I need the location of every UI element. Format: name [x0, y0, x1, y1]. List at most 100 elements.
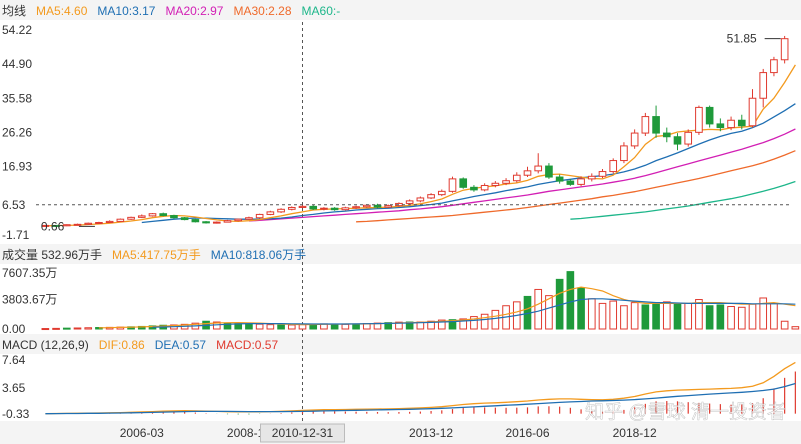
- candle[interactable]: [437, 190, 446, 196]
- candle[interactable]: [405, 200, 414, 204]
- candle[interactable]: [127, 216, 135, 220]
- volume-bar[interactable]: [437, 319, 446, 330]
- volume-bar[interactable]: [620, 305, 628, 330]
- volume-bar[interactable]: [673, 302, 682, 330]
- volume-bar[interactable]: [791, 326, 800, 330]
- candle[interactable]: [309, 205, 318, 210]
- candle[interactable]: [641, 116, 650, 134]
- candle[interactable]: [502, 180, 510, 184]
- candle[interactable]: [320, 207, 328, 210]
- candle[interactable]: [705, 106, 714, 125]
- candle[interactable]: [223, 220, 232, 223]
- candle[interactable]: [255, 213, 264, 219]
- volume-bar[interactable]: [245, 323, 253, 330]
- candle[interactable]: [652, 116, 660, 134]
- volume-bar[interactable]: [62, 327, 71, 330]
- candle[interactable]: [770, 59, 778, 74]
- candle[interactable]: [555, 176, 564, 182]
- candle[interactable]: [609, 160, 618, 173]
- candle[interactable]: [427, 194, 435, 199]
- candle[interactable]: [566, 180, 575, 185]
- candle[interactable]: [491, 182, 500, 186]
- volume-bar[interactable]: [395, 321, 403, 330]
- candle[interactable]: [62, 224, 71, 227]
- volume-bar[interactable]: [84, 327, 93, 330]
- candle[interactable]: [330, 207, 339, 211]
- candle[interactable]: [470, 186, 478, 191]
- candle[interactable]: [716, 123, 725, 129]
- volume-bar[interactable]: [609, 300, 618, 330]
- volume-bar[interactable]: [598, 302, 607, 330]
- volume-bar[interactable]: [630, 302, 639, 330]
- candle[interactable]: [159, 213, 168, 217]
- candle[interactable]: [148, 213, 157, 217]
- candle[interactable]: [191, 219, 200, 223]
- volume-bar[interactable]: [448, 319, 457, 330]
- volume-bar[interactable]: [287, 324, 296, 330]
- candle[interactable]: [245, 217, 253, 220]
- candle[interactable]: [234, 218, 243, 222]
- volume-bar[interactable]: [427, 320, 435, 330]
- volume-bar[interactable]: [255, 323, 264, 330]
- volume-bar[interactable]: [652, 303, 660, 330]
- volume-bar[interactable]: [727, 306, 735, 330]
- volume-bar[interactable]: [662, 301, 671, 330]
- candle[interactable]: [577, 178, 585, 185]
- candle[interactable]: [695, 106, 703, 133]
- volume-bar[interactable]: [684, 302, 693, 330]
- candle[interactable]: [480, 184, 489, 191]
- candle[interactable]: [84, 222, 93, 225]
- candle[interactable]: [759, 72, 768, 99]
- candle[interactable]: [780, 38, 789, 61]
- volume-bar[interactable]: [266, 324, 275, 330]
- candle[interactable]: [95, 222, 103, 225]
- candle[interactable]: [727, 119, 735, 129]
- volume-bar[interactable]: [780, 320, 789, 330]
- volume-bar[interactable]: [491, 309, 500, 330]
- candle[interactable]: [105, 220, 114, 224]
- volume-bar[interactable]: [384, 322, 393, 330]
- volume-bar[interactable]: [748, 303, 757, 330]
- candle[interactable]: [116, 218, 125, 222]
- volume-bar[interactable]: [352, 323, 360, 330]
- volume-bar[interactable]: [298, 324, 307, 330]
- volume-bar[interactable]: [52, 327, 60, 330]
- volume-bar[interactable]: [545, 295, 553, 330]
- volume-bar[interactable]: [341, 323, 350, 330]
- candle[interactable]: [673, 136, 682, 145]
- candle[interactable]: [416, 197, 425, 202]
- volume-bar[interactable]: [641, 304, 650, 330]
- candle[interactable]: [448, 178, 457, 192]
- candle[interactable]: [41, 224, 50, 227]
- volume-bar[interactable]: [737, 306, 746, 330]
- candle[interactable]: [512, 174, 521, 182]
- candle[interactable]: [523, 170, 532, 176]
- candle[interactable]: [545, 165, 553, 178]
- candle[interactable]: [384, 205, 393, 208]
- candle[interactable]: [459, 178, 468, 188]
- volume-bar[interactable]: [277, 324, 285, 330]
- volume-bar[interactable]: [41, 328, 50, 331]
- volume-bar[interactable]: [770, 302, 778, 330]
- volume-bar[interactable]: [705, 305, 714, 330]
- candle[interactable]: [662, 132, 671, 138]
- candle[interactable]: [352, 206, 360, 209]
- volume-bar[interactable]: [566, 271, 575, 330]
- candle[interactable]: [137, 215, 146, 218]
- candle[interactable]: [373, 204, 382, 208]
- candle[interactable]: [73, 223, 82, 226]
- candle[interactable]: [212, 221, 221, 224]
- candle[interactable]: [587, 175, 596, 180]
- candle[interactable]: [277, 208, 285, 213]
- volume-bar[interactable]: [459, 318, 468, 330]
- volume-bar[interactable]: [577, 287, 585, 330]
- candle[interactable]: [620, 145, 628, 162]
- volume-bar[interactable]: [534, 288, 543, 330]
- volume-bar[interactable]: [470, 316, 478, 330]
- volume-bar[interactable]: [695, 299, 703, 330]
- candle[interactable]: [170, 215, 178, 219]
- volume-bar[interactable]: [587, 298, 596, 330]
- candle[interactable]: [630, 132, 639, 147]
- candle[interactable]: [52, 224, 60, 227]
